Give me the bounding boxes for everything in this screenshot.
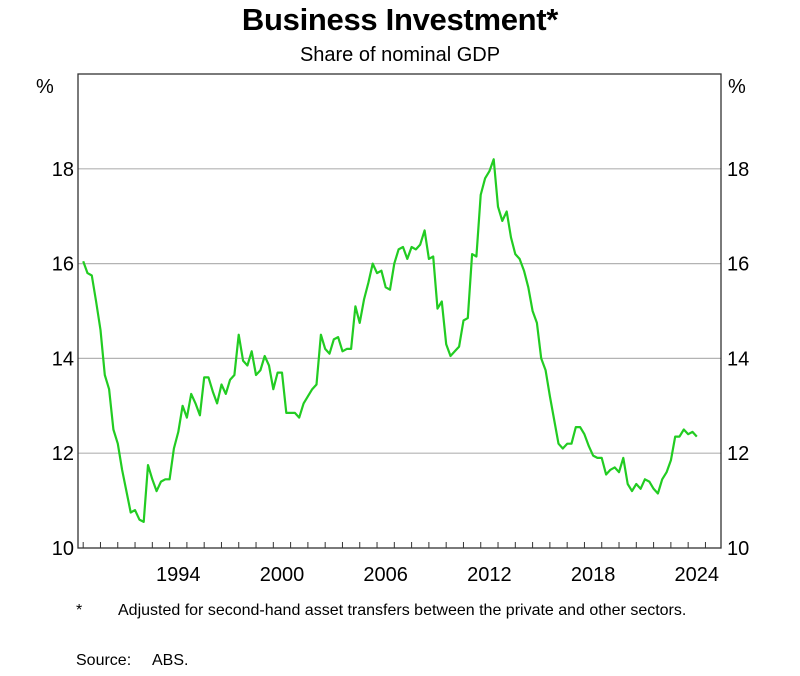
y-tick-label-right: 16 bbox=[727, 254, 749, 276]
x-tick-label: 2006 bbox=[363, 564, 408, 586]
chart-subtitle: Share of nominal GDP bbox=[299, 44, 501, 66]
footnote-marker: * bbox=[76, 602, 83, 619]
y-axis-labels: 10 10 12 12 14 14 16 16 18 18 bbox=[52, 159, 750, 560]
y-tick-label-left: 18 bbox=[52, 159, 74, 181]
y-tick-label-left: 12 bbox=[52, 443, 74, 465]
chart-title: Business Investment* bbox=[241, 2, 559, 37]
series-line-business-investment bbox=[82, 158, 698, 524]
line-chart: 10 10 12 12 14 14 16 16 18 18 1994 2000 2006 2012 201… bbox=[52, 73, 750, 586]
y-tick-label-right: 10 bbox=[727, 538, 749, 560]
y-tick-label-left: 14 bbox=[52, 348, 74, 370]
y-tick-label-left: 16 bbox=[52, 254, 74, 276]
x-tick-label: 1994 bbox=[156, 564, 201, 586]
source-value: ABS. bbox=[152, 652, 189, 669]
y-tick-label-right: 12 bbox=[727, 443, 749, 465]
x-tick-label: 2024 bbox=[675, 564, 720, 586]
x-tick-label: 2018 bbox=[571, 564, 616, 586]
x-axis-ticks bbox=[82, 542, 706, 548]
y-tick-label-right: 18 bbox=[727, 159, 749, 181]
right-axis-unit: % bbox=[728, 76, 746, 98]
gridlines bbox=[78, 168, 721, 454]
plot-frame bbox=[77, 73, 722, 549]
x-tick-label: 2012 bbox=[467, 564, 512, 586]
y-tick-label-left: 10 bbox=[52, 538, 74, 560]
footnote-text: Adjusted for second-hand asset transfers… bbox=[118, 602, 687, 619]
x-tick-label: 2000 bbox=[260, 564, 305, 586]
y-tick-label-right: 14 bbox=[727, 348, 749, 370]
x-axis-labels: 1994 2000 2006 2012 2018 2024 bbox=[156, 564, 719, 586]
source-label: Source: bbox=[76, 652, 132, 669]
source-note: Source: ABS. bbox=[76, 652, 188, 670]
left-axis-unit: % bbox=[36, 76, 54, 98]
